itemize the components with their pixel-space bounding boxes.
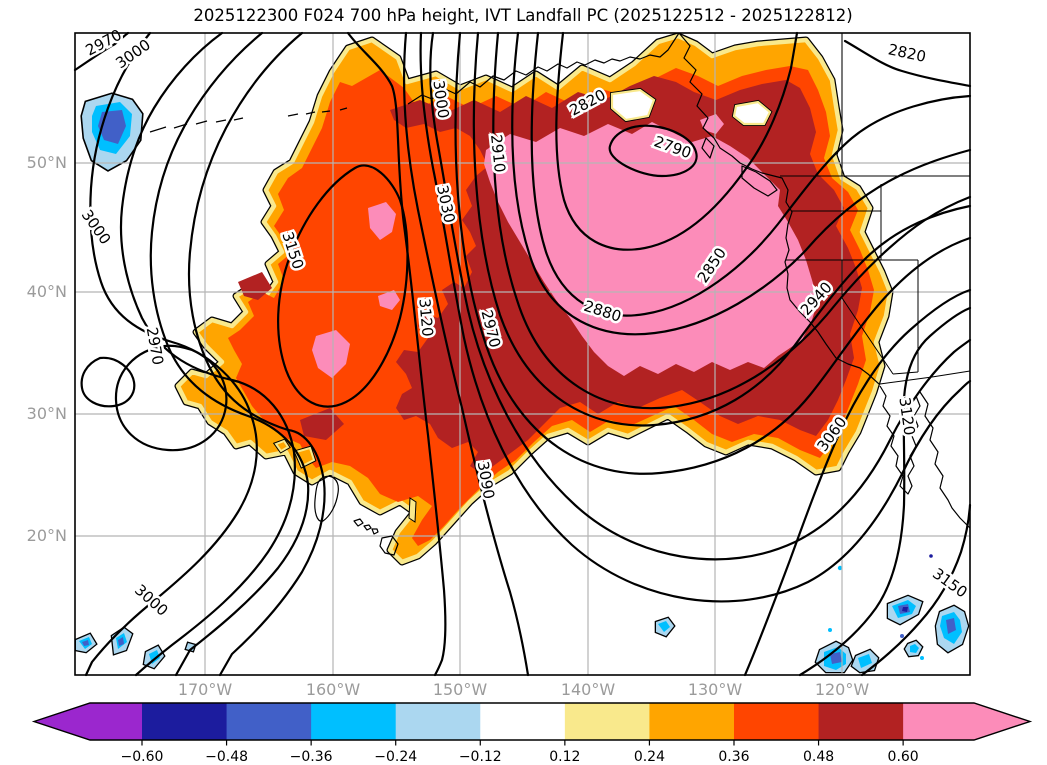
colorbar-tick-label: −0.60 [121,749,164,765]
lon-tick-label: 150°W [433,680,488,699]
colorbar-tick-label: 0.48 [803,749,834,765]
contour-2940-west-low-inner [80,356,136,408]
contour-3150-ridge-cell [277,164,409,408]
mexico-mainland-coast [919,391,971,529]
contour-2850 [530,31,972,317]
contour-2970-east [454,31,972,475]
us-mexico-border [879,370,971,385]
detached-specks [272,438,417,523]
lon-tick-label: 140°W [561,680,616,699]
contour-2940 [472,31,972,427]
contour-2880 [511,31,972,336]
contour-3000-east [429,31,972,561]
colorbar-tick-label: 0.36 [718,749,749,765]
lat-tick-label: 50°N [27,153,67,172]
contour-label-2820: 2820 [886,40,927,66]
lon-tick-label: 160°W [306,680,361,699]
lon-tick-label: 170°W [178,680,233,699]
pink-patch-2 [312,330,350,378]
southeast-negative-blobs [814,554,970,674]
political-borders [780,33,971,385]
axis-tick-labels: 170°W 160°W 150°W 140°W 130°W 120°W 50°N 40°N 30… [27,153,870,699]
contour-3000-west [84,31,258,677]
colorbar-tick-label: −0.12 [459,749,502,765]
contour-2790 [608,124,698,178]
colorbar-segment-8 [818,703,904,740]
contour-3060-west [149,31,310,677]
alaska-coast [407,32,680,105]
aleutian-islands-coast [149,107,348,133]
bc-panhandle-coast [678,32,880,385]
contour-3090-east [402,31,530,677]
colorbar-above-arrow [903,703,1030,740]
contour-2970-west-low [114,344,228,452]
colorbar-segment-0 [142,703,228,740]
colorbar-segment-3 [395,703,481,740]
colorbar-segment-4 [480,703,566,740]
colorbar-tick-label: −0.36 [290,749,333,765]
colorbar-tick-label: 0.60 [888,749,919,765]
height-contour-lines [73,31,972,677]
colorbar-segment-7 [733,703,820,740]
colorbar: −0.60 −0.48 −0.36 −0.24 −0.12 0.12 0.24 0.36 0.4… [31,702,1033,765]
map-frame [74,32,971,676]
contour-2820-northeast [843,39,972,88]
contour-3120-east [798,306,972,677]
colorbar-outline [31,702,1033,741]
lon-tick-label: 130°W [688,680,743,699]
contour-3090-west [187,31,326,677]
white-holes [610,87,773,126]
figure-title: 2025122300 F024 700 hPa height, IVT Land… [193,6,852,25]
contour-2970-topleft [73,31,130,72]
vancouver-island [741,165,778,197]
pink-patch-1 [368,202,396,240]
colorbar-segment-5 [564,703,650,740]
pink-patch-4 [378,290,400,310]
colorbar-segment-2 [311,703,397,740]
contour-label-3150: 3150 [929,564,970,601]
colorbar-tick-label: −0.48 [205,749,248,765]
south-edge-negative-blobs [74,616,676,670]
contour-label-3120: 3120 [895,396,918,436]
contour-3150-southeast [860,503,972,677]
colorbar-below-arrow [34,703,142,740]
contour-2910 [492,31,972,410]
ivt-positive-shading [174,32,894,566]
lat-tick-label: 20°N [27,526,67,545]
haida-gwaii [701,137,715,159]
contour-label-3120: 3120 [415,298,436,338]
pink-patch-3 [700,114,724,134]
lon-tick-label: 120°W [815,680,870,699]
dark-red-spot-a [238,272,272,300]
contour-3060-east [743,288,972,677]
contour-2820-inner [555,31,799,251]
colorbar-tick-label: 0.24 [634,749,665,765]
colorbar-segment-1 [226,703,312,740]
contour-3030-west [119,31,296,677]
lat-tick-label: 30°N [27,404,67,423]
contour-3120-west [346,31,447,677]
colorbar-tick-label: −0.24 [374,749,417,765]
contour-3030-east [419,31,972,603]
colorbar-segment-6 [649,703,735,740]
contour-label-3000: 3000 [78,206,115,248]
colorbar-tick-label: 0.12 [549,749,580,765]
lat-tick-label: 40°N [27,282,67,301]
